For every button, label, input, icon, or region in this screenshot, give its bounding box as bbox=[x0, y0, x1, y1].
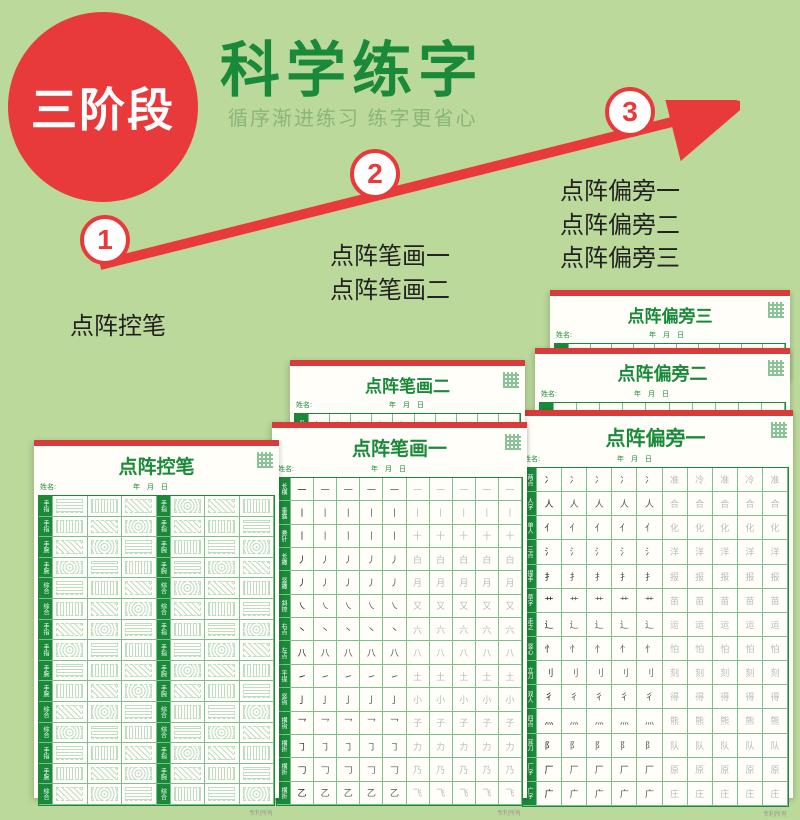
sheet-title: 点阵笔画二 bbox=[290, 372, 525, 397]
sub-title: 循序渐进练习 练字更省心 bbox=[228, 102, 478, 131]
stage-badge: 三阶段 bbox=[8, 12, 198, 202]
sheet-subhead: 姓名: 年 月 日 bbox=[535, 388, 790, 402]
practice-sheet: 点阵控笔姓名: 年 月 日手指手指手指手指手腕手腕手腕手腕综合综合综合综合手指手… bbox=[34, 440, 279, 798]
sheet-subhead: 姓名: 年 月 日 bbox=[272, 463, 527, 477]
qr-icon bbox=[505, 434, 521, 450]
stage-circle-3: 3 bbox=[605, 87, 655, 137]
qr-icon bbox=[768, 302, 784, 318]
stage-circle-2: 2 bbox=[350, 149, 400, 199]
main-title: 科学练字 bbox=[220, 22, 484, 109]
qr-icon bbox=[503, 372, 519, 388]
sheet-title: 点阵偏旁二 bbox=[535, 360, 790, 386]
sheet-title: 点阵控笔 bbox=[34, 452, 279, 479]
sheet-footer: 专利所有 bbox=[518, 807, 793, 820]
practice-grid: 两点冫冫冫冫冫准冷准冷准人字人人人人人合合合合合单人亻亻亻亻亻化化化化化三点氵氵… bbox=[522, 467, 789, 807]
badge-text: 三阶段 bbox=[31, 74, 175, 140]
sheet-subhead: 姓名: 年 月 日 bbox=[34, 481, 279, 495]
sheet-subhead: 姓名: 年 月 日 bbox=[550, 329, 790, 343]
sheet-title: 点阵偏旁一 bbox=[518, 422, 793, 451]
practice-grid: 长横一一一一一一一一一一垂露丨丨丨丨丨丨丨丨丨丨悬针丨丨丨丨丨十十十十十长撇丿丿… bbox=[276, 477, 523, 806]
sheet-title: 点阵笔画一 bbox=[272, 434, 527, 461]
stage-label-1: 点阵控笔 bbox=[70, 310, 166, 344]
qr-icon bbox=[257, 452, 273, 468]
sheet-title: 点阵偏旁三 bbox=[550, 302, 790, 327]
stage-circle-1: 1 bbox=[80, 215, 130, 265]
stage-label-3: 点阵偏旁一点阵偏旁二点阵偏旁三 bbox=[560, 175, 680, 276]
qr-icon bbox=[768, 360, 784, 376]
sheet-footer: 专利所有 bbox=[34, 806, 279, 819]
sheet-subhead: 姓名: 年 月 日 bbox=[290, 399, 525, 413]
practice-sheet: 点阵偏旁一姓名: 年 月 日两点冫冫冫冫冫准冷准冷准人字人人人人人合合合合合单人… bbox=[518, 410, 793, 798]
sheet-subhead: 姓名: 年 月 日 bbox=[518, 453, 793, 467]
practice-grid: 手指手指手指手指手腕手腕手腕手腕综合综合综合综合手指手指手指手指手腕手腕手腕手腕… bbox=[38, 495, 275, 806]
qr-icon bbox=[771, 422, 787, 438]
stage-label-2: 点阵笔画一点阵笔画二 bbox=[330, 240, 450, 307]
practice-sheet: 点阵笔画一姓名: 年 月 日长横一一一一一一一一一一垂露丨丨丨丨丨丨丨丨丨丨悬针… bbox=[272, 422, 527, 798]
sheet-footer: 专利所有 bbox=[272, 806, 527, 819]
